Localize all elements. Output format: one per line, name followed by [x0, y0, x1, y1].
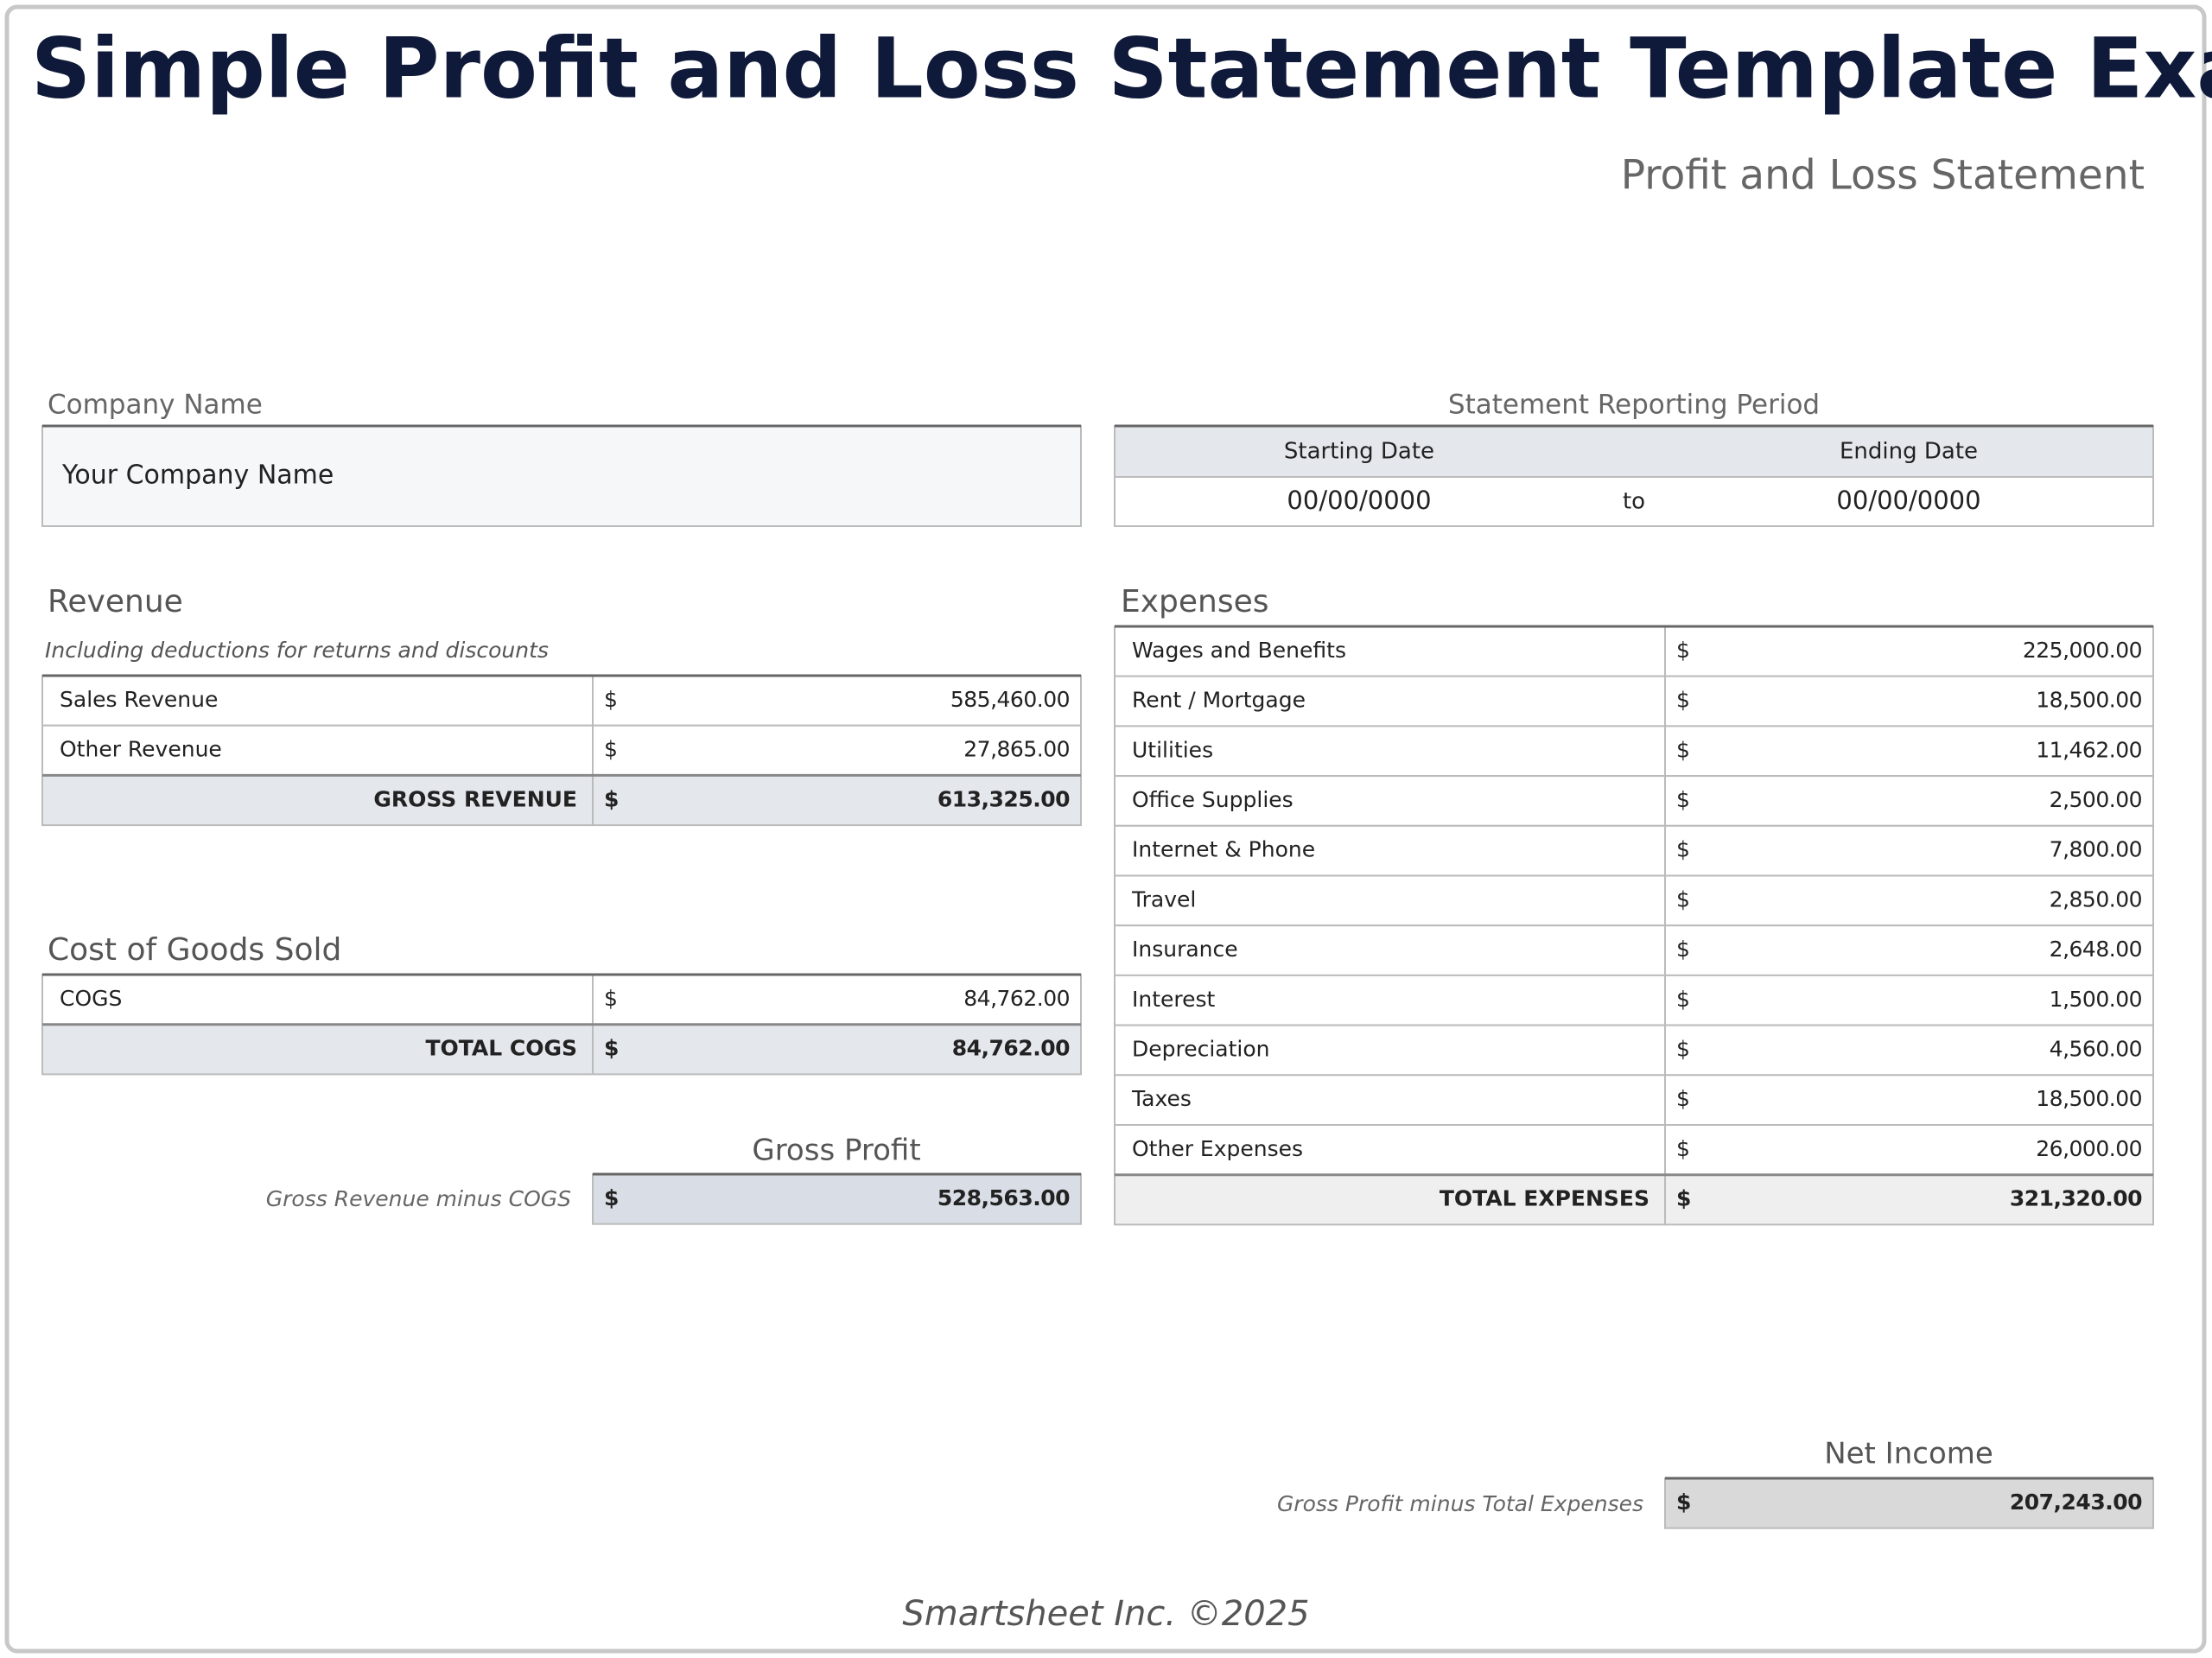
row	[592, 1173, 1082, 1225]
amount: 11,462.00	[2036, 737, 2142, 762]
row	[1114, 874, 2154, 927]
separator: to	[1623, 489, 1645, 515]
row	[1114, 924, 2154, 976]
title: Simple Profit and Loss Statement Templat…	[31, 20, 2212, 117]
section-label: Cost of Goods Sold	[48, 932, 341, 968]
subtitle: Profit and Loss Statement	[1621, 152, 2145, 200]
total-label: TOTAL COGS	[425, 1036, 577, 1061]
period-header	[1114, 425, 2154, 478]
row-label: Rent / Mortgage	[1132, 688, 1306, 713]
currency: $	[604, 1185, 619, 1210]
section-label: Revenue	[48, 584, 183, 619]
amount: 18,500.00	[2036, 1086, 2142, 1111]
row-label: Other Expenses	[1132, 1136, 1303, 1161]
currency: $	[1676, 1136, 1690, 1161]
row	[41, 675, 1082, 727]
amount: 2,648.00	[2050, 937, 2142, 962]
currency: $	[1676, 638, 1690, 663]
amount: 27,865.00	[963, 737, 1070, 762]
row	[41, 1023, 1082, 1076]
row-label: Taxes	[1131, 1086, 1192, 1111]
row-label: Internet & Phone	[1132, 837, 1315, 862]
row	[41, 974, 1082, 1026]
footer: Smartsheet Inc. ©2025	[902, 1594, 1309, 1634]
currency: $	[1676, 1186, 1691, 1211]
amount: 585,460.00	[950, 687, 1070, 712]
currency: $	[1676, 787, 1690, 812]
currency: $	[1676, 1036, 1690, 1061]
row	[1114, 1124, 2154, 1176]
row-label: Utilities	[1132, 737, 1213, 762]
row	[1114, 626, 2154, 677]
amount: 18,500.00	[2036, 688, 2142, 713]
row-label: Depreciation	[1132, 1036, 1270, 1061]
amount: 84,762.00	[952, 1036, 1070, 1061]
row-label: Sales Revenue	[60, 687, 218, 712]
row-label: Travel	[1131, 886, 1196, 912]
amount: 7,800.00	[2050, 837, 2142, 862]
row	[1114, 1024, 2154, 1077]
row-label: Other Revenue	[60, 737, 222, 762]
currency: $	[1676, 837, 1690, 862]
row	[1664, 1477, 2154, 1529]
currency: $	[1676, 737, 1690, 762]
currency: $	[1676, 688, 1690, 713]
currency: $	[1676, 886, 1690, 912]
currency: $	[604, 986, 618, 1011]
row	[1114, 1074, 2154, 1127]
note: Including deductions for returns and dis…	[45, 638, 549, 663]
row-label: Interest	[1132, 987, 1216, 1012]
currency: $	[1676, 987, 1690, 1012]
row	[41, 774, 1082, 827]
row	[1114, 675, 2154, 727]
date: 00/00/0000	[1836, 486, 1980, 515]
amount: 225,000.00	[2023, 638, 2142, 663]
period-col: Ending Date	[1840, 439, 1978, 465]
amount: 2,500.00	[2050, 787, 2142, 812]
period-col: Starting Date	[1284, 439, 1434, 465]
section-label: Net Income	[1824, 1437, 1993, 1471]
note: Gross Profit minus Total Expenses	[1277, 1491, 1643, 1516]
total-label: GROSS REVENUE	[373, 786, 577, 811]
currency: $	[604, 786, 619, 811]
currency: $	[604, 737, 618, 762]
row-label: COGS	[60, 986, 122, 1011]
note: Gross Revenue minus COGS	[266, 1186, 571, 1211]
section-label: Expenses	[1121, 584, 1269, 619]
currency: $	[604, 687, 618, 712]
row-label: Insurance	[1132, 937, 1238, 962]
frame	[4, 4, 2207, 1654]
amount: 613,325.00	[938, 786, 1070, 811]
amount: 26,000.00	[2036, 1136, 2142, 1161]
row-label: Wages and Benefits	[1132, 638, 1346, 663]
amount: 207,243.00	[2010, 1490, 2142, 1515]
amount: 321,320.00	[2010, 1186, 2142, 1211]
company-name: Your Company Name	[61, 461, 334, 491]
section-label: Company Name	[48, 390, 263, 421]
amount: 2,850.00	[2050, 886, 2142, 912]
row	[1114, 824, 2154, 877]
row	[1114, 1173, 2154, 1226]
section-label: Statement Reporting Period	[1448, 390, 1820, 421]
row	[1114, 725, 2154, 778]
row	[1114, 974, 2154, 1026]
total-label: TOTAL EXPENSES	[1440, 1186, 1649, 1211]
amount: 528,563.00	[938, 1185, 1070, 1210]
amount: 4,560.00	[2050, 1036, 2142, 1061]
section-label: Gross Profit	[752, 1134, 920, 1168]
amount: 1,500.00	[2050, 987, 2142, 1012]
currency: $	[1676, 937, 1690, 962]
date: 00/00/0000	[1287, 486, 1431, 515]
row	[1114, 775, 2154, 827]
currency: $	[1676, 1490, 1691, 1515]
amount: 84,762.00	[963, 986, 1070, 1011]
currency: $	[604, 1036, 619, 1061]
row-label: Office Supplies	[1132, 787, 1294, 812]
period-values	[1114, 476, 2154, 527]
currency: $	[1676, 1086, 1690, 1111]
